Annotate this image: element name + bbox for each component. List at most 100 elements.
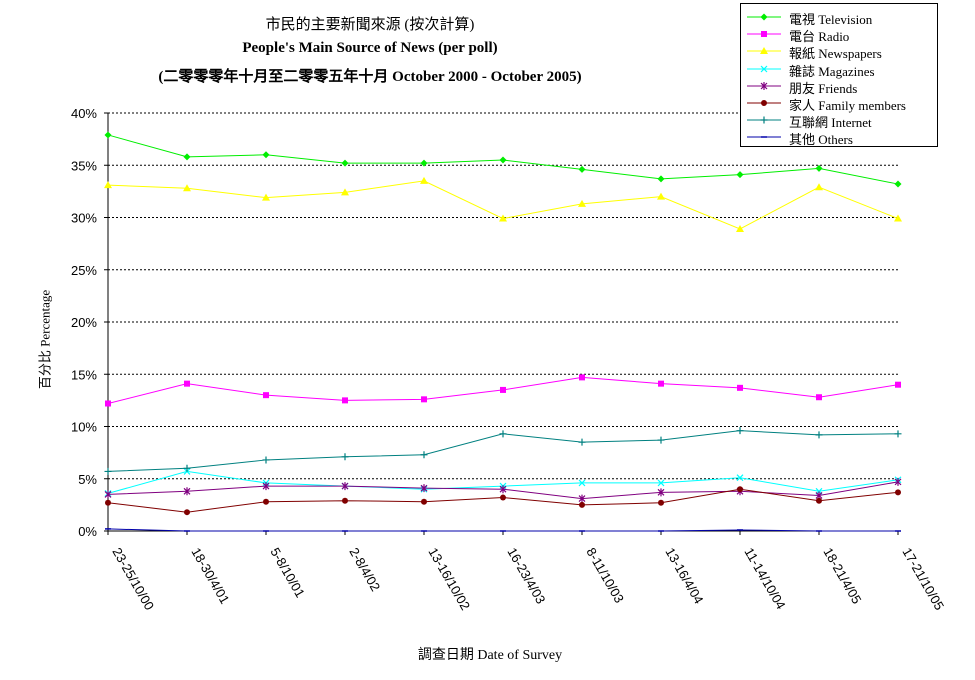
- legend-item: 家人 Family members: [741, 94, 937, 113]
- y-tick-label: 0%: [78, 524, 97, 539]
- x-tick-label: 2-8/4/02: [346, 545, 383, 594]
- data-point: [894, 214, 902, 222]
- y-tick-label: 15%: [71, 367, 97, 382]
- x-tick-label: 5-8/10/01: [267, 545, 307, 600]
- chart-subtitle-period: (二零零零年十月至二零零五年十月 October 2000 - October …: [158, 69, 582, 85]
- data-point: [104, 490, 112, 499]
- data-point: [736, 474, 744, 482]
- data-point: [499, 156, 507, 164]
- legend-label: 電台 Radio: [789, 29, 850, 45]
- x-tick-label: 13-16/4/04: [662, 545, 706, 606]
- data-point: [657, 175, 665, 183]
- data-point: [578, 438, 586, 446]
- data-point: [342, 397, 348, 404]
- data-point: [658, 499, 664, 506]
- legend-item: 其他 Others: [741, 128, 937, 148]
- data-point: [578, 479, 586, 487]
- data-point: [420, 451, 428, 459]
- legend-swatch: [747, 13, 781, 21]
- legend-marker: [760, 13, 768, 21]
- data-point: [578, 199, 586, 207]
- y-tick-label: 35%: [71, 158, 97, 173]
- legend-item: 朋友 Friends: [741, 77, 937, 96]
- data-point: [499, 485, 507, 494]
- data-point: [500, 386, 506, 393]
- data-point: [105, 499, 111, 506]
- legend-item: 雜誌 Magazines: [741, 60, 937, 79]
- legend-label: 互聯網 Internet: [789, 115, 872, 131]
- data-point: [421, 498, 427, 505]
- legend-label: 家人 Family members: [789, 98, 906, 113]
- data-point: [420, 176, 428, 184]
- y-tick-label: 5%: [78, 472, 97, 487]
- data-point: [815, 164, 823, 172]
- legend-marker: [761, 100, 767, 106]
- legend-marker: [760, 47, 768, 55]
- data-point: [895, 489, 901, 496]
- data-point: [578, 165, 586, 173]
- data-point: [816, 497, 822, 504]
- data-point: [658, 380, 664, 387]
- legend-item: 報紙 Newspapers: [741, 42, 937, 62]
- data-point: [341, 453, 349, 461]
- legend-item: 互聯網 Internet: [741, 111, 937, 131]
- data-point: [815, 431, 823, 439]
- series-2: [104, 176, 902, 232]
- data-point: [184, 380, 190, 387]
- y-tick-label: 20%: [71, 315, 97, 330]
- data-point: [341, 159, 349, 167]
- x-tick-label: 17-21/10/05: [899, 545, 947, 613]
- x-tick-label: 16-23/4/03: [504, 545, 548, 606]
- legend-marker: [760, 81, 768, 90]
- x-tick-label: 23-25/10/00: [109, 545, 157, 613]
- data-point: [736, 171, 744, 179]
- series-7: [105, 528, 901, 532]
- legend-item: 電台 Radio: [741, 25, 937, 45]
- data-point: [499, 430, 507, 438]
- data-point: [262, 193, 270, 201]
- data-point: [657, 479, 665, 487]
- data-point: [894, 477, 902, 486]
- data-point: [736, 224, 744, 232]
- data-point: [184, 509, 190, 516]
- legend-swatch: [747, 100, 781, 106]
- x-tick-label: 8-11/10/03: [583, 545, 627, 606]
- legend-label: 其他 Others: [789, 132, 853, 148]
- series-0: [104, 131, 902, 188]
- data-point: [737, 486, 743, 493]
- data-point: [421, 396, 427, 403]
- data-point: [104, 131, 112, 139]
- y-tick-label: 40%: [71, 106, 97, 121]
- x-tick-label: 18-21/4/05: [820, 545, 864, 606]
- legend-swatch: [747, 65, 781, 73]
- legend-label: 報紙 Newspapers: [789, 46, 882, 62]
- legend-item: 電視 Television: [741, 8, 937, 27]
- data-point: [895, 381, 901, 388]
- data-point: [262, 482, 270, 491]
- data-point: [263, 498, 269, 505]
- data-point: [894, 430, 902, 438]
- data-point: [420, 159, 428, 167]
- x-tick-label: 18-30/4/01: [188, 545, 232, 606]
- data-point: [815, 183, 823, 191]
- legend-swatch: [747, 116, 781, 124]
- data-point: [342, 497, 348, 504]
- data-point: [499, 214, 507, 222]
- legend-label: 朋友 Friends: [789, 80, 858, 96]
- data-point: [183, 153, 191, 161]
- data-point: [104, 467, 112, 475]
- x-tick-label: 13-16/10/02: [425, 545, 473, 613]
- data-point: [500, 494, 506, 501]
- legend-label: 雜誌 Magazines: [789, 63, 875, 79]
- series-line: [107, 180, 899, 230]
- chart-subtitle: People's Main Source of News (per poll): [242, 40, 498, 56]
- y-tick-label: 25%: [71, 263, 97, 278]
- y-axis-label: 百分比 Percentage: [37, 289, 53, 390]
- data-point: [263, 392, 269, 399]
- data-point: [657, 192, 665, 200]
- legend-swatch: [747, 31, 781, 38]
- x-tick-label: 11-14/10/04: [741, 545, 788, 612]
- legend-swatch: [747, 136, 781, 139]
- data-point: [578, 494, 586, 503]
